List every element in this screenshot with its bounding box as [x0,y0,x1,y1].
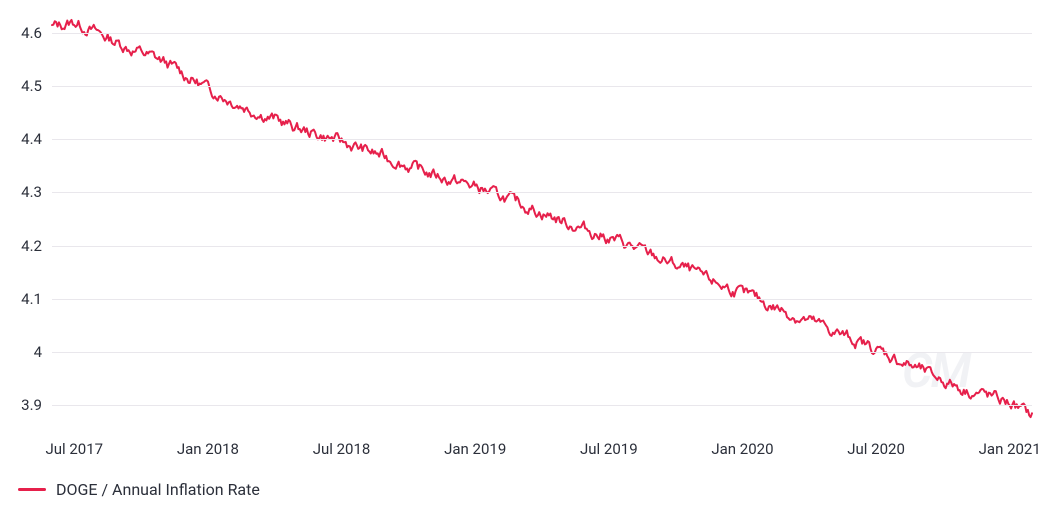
plot-area: CM 3.944.14.24.34.44.54.6Jul 2017Jan 201… [52,6,1032,432]
legend: DOGE / Annual Inflation Rate [18,480,260,499]
legend-label: DOGE / Annual Inflation Rate [56,480,260,499]
grid-line [52,299,1032,300]
y-tick-label: 4.3 [21,183,52,201]
x-tick-label: Jan 2021 [979,432,1041,458]
y-tick-label: 4.5 [21,77,52,95]
grid-line [52,192,1032,193]
series-line [52,20,1032,417]
x-tick-label: Jul 2017 [45,432,103,458]
x-tick-label: Jan 2018 [177,432,239,458]
x-tick-label: Jan 2019 [444,432,506,458]
grid-line [52,246,1032,247]
grid-line [52,33,1032,34]
y-tick-label: 4.1 [21,290,52,308]
y-tick-label: 4 [34,343,52,361]
legend-swatch [18,488,46,491]
x-tick-label: Jul 2020 [847,432,905,458]
y-tick-label: 4.6 [21,24,52,42]
grid-line [52,139,1032,140]
x-tick-label: Jan 2020 [711,432,773,458]
y-tick-label: 3.9 [21,396,52,414]
grid-line [52,352,1032,353]
grid-line [52,405,1032,406]
inflation-chart: CM 3.944.14.24.34.44.54.6Jul 2017Jan 201… [0,0,1045,513]
y-tick-label: 4.4 [21,130,52,148]
line-layer [52,6,1032,432]
x-tick-label: Jul 2018 [313,432,371,458]
grid-line [52,86,1032,87]
y-tick-label: 4.2 [21,237,52,255]
x-tick-label: Jul 2019 [580,432,638,458]
